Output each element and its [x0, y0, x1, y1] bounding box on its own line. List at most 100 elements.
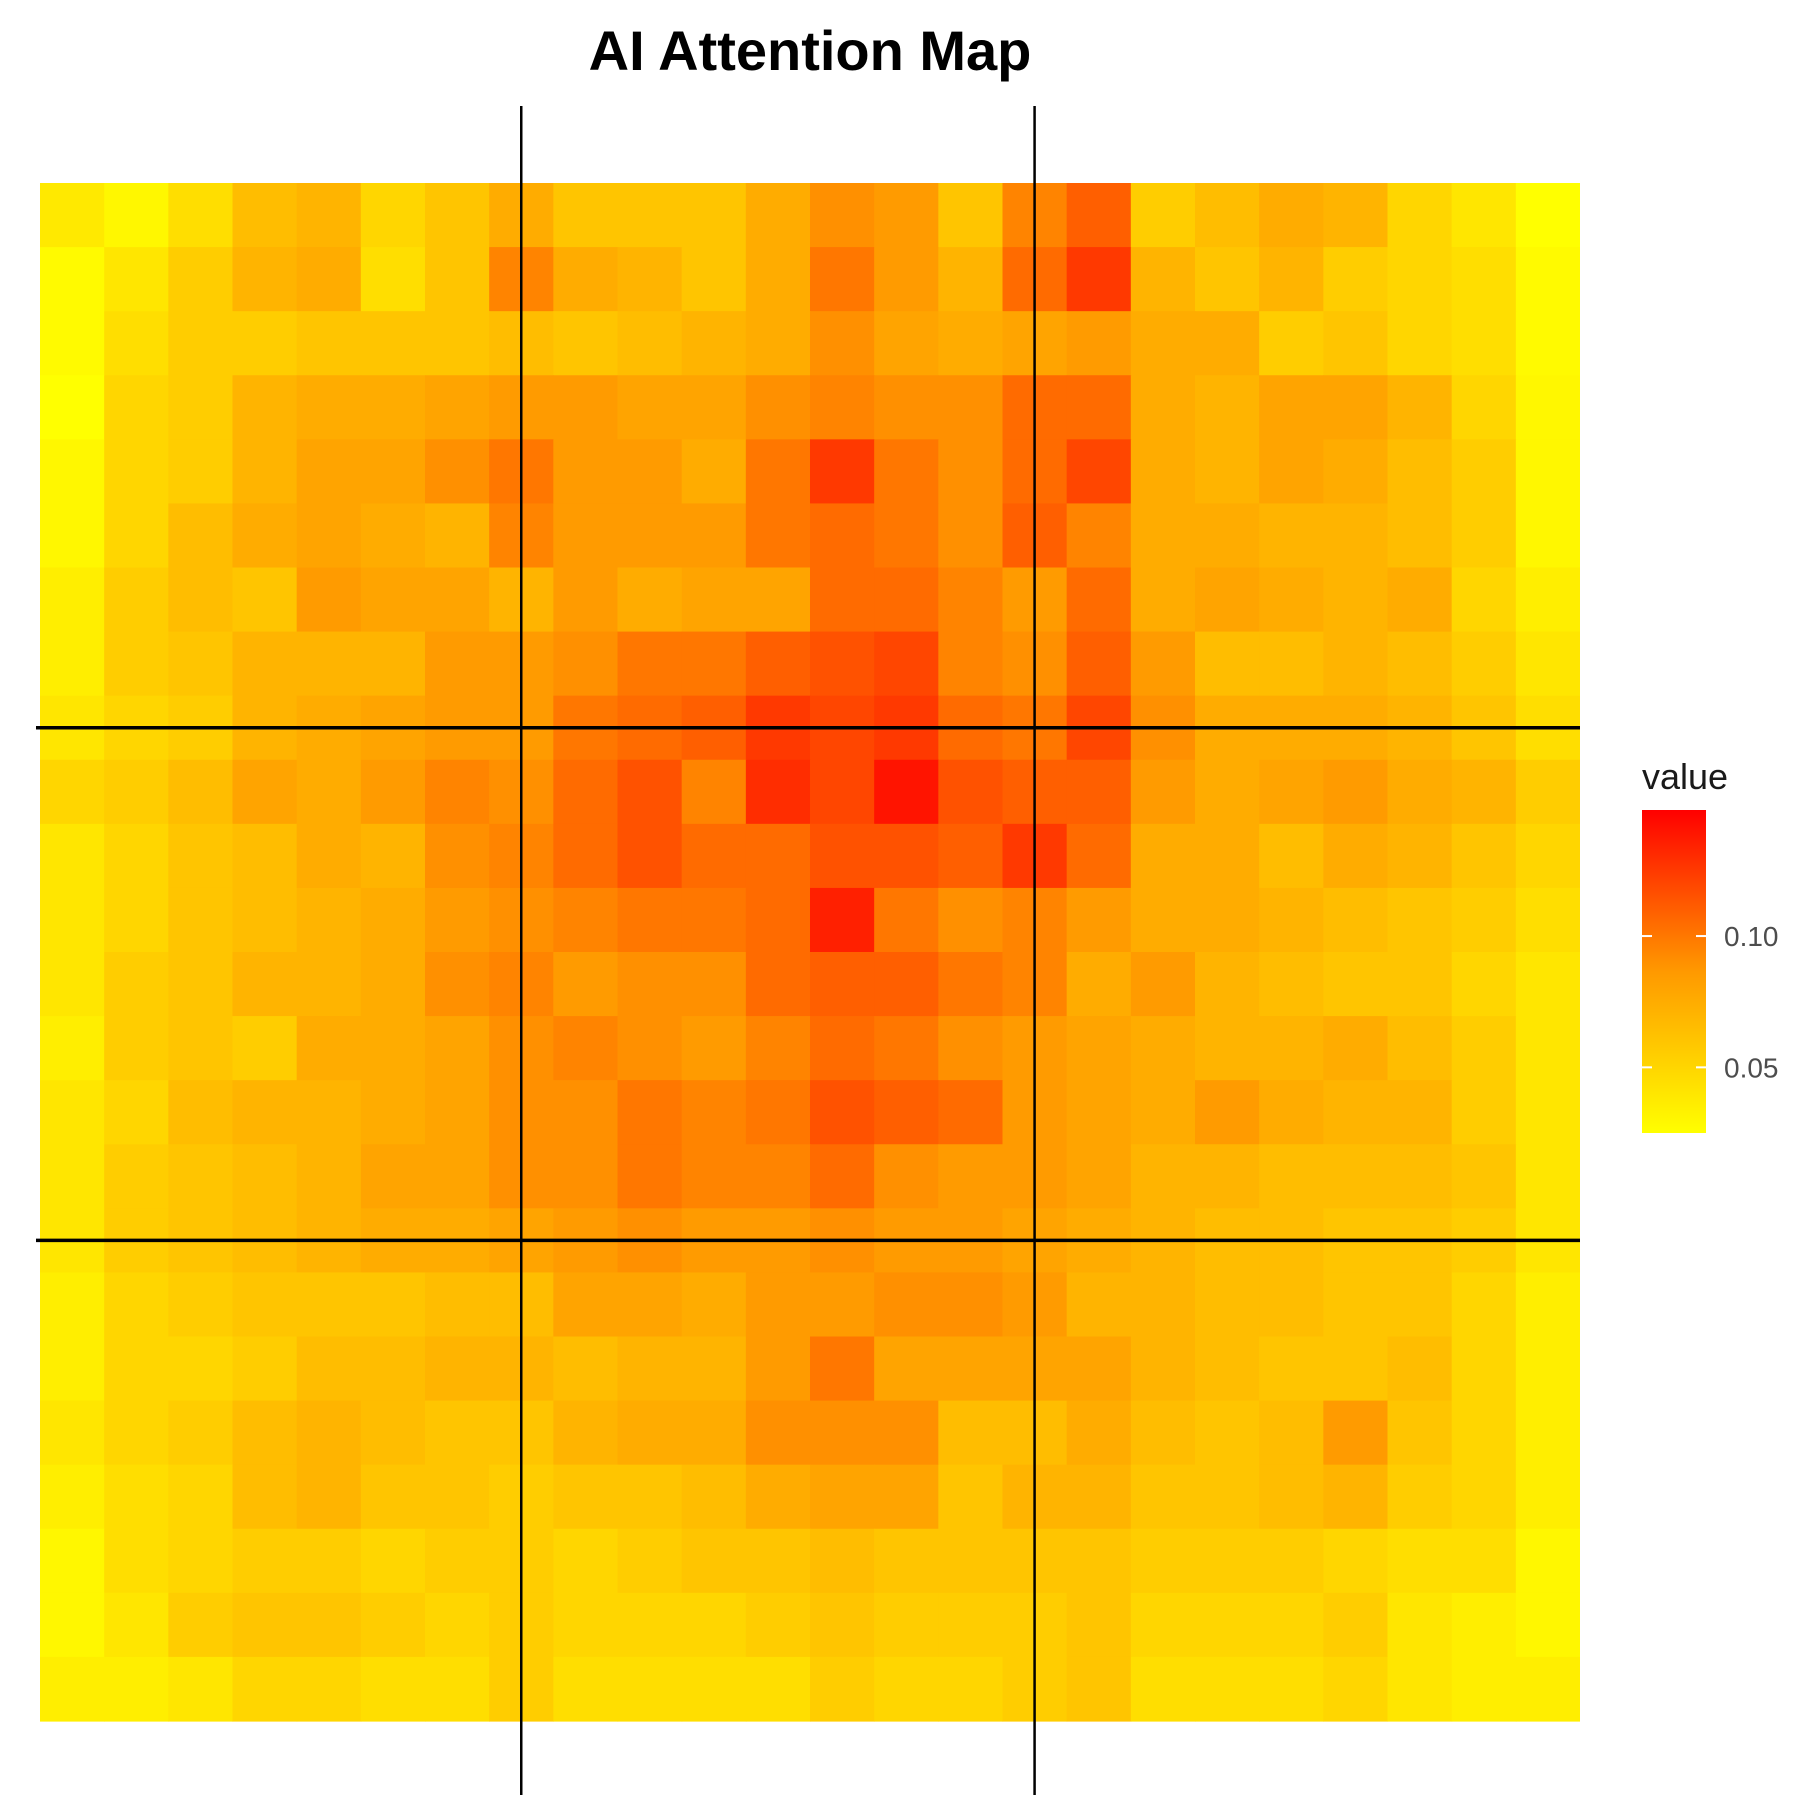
- heatmap-cell: [617, 503, 683, 569]
- heatmap-cell: [1515, 1272, 1580, 1338]
- heatmap-cell: [104, 1144, 169, 1209]
- heatmap-cell: [1451, 1592, 1517, 1658]
- heatmap-cell: [1259, 759, 1324, 825]
- heatmap-cell: [938, 1592, 1004, 1658]
- heatmap-cell: [1323, 759, 1389, 825]
- heatmap-cell: [168, 1080, 234, 1145]
- heatmap-cell: [360, 247, 426, 312]
- heatmap-cell: [681, 503, 747, 569]
- heatmap-cell: [553, 1528, 619, 1594]
- heatmap-cell: [810, 183, 875, 248]
- heatmap-cell: [360, 1272, 426, 1338]
- heatmap-cell: [1451, 1528, 1517, 1594]
- heatmap-cell: [938, 1656, 1004, 1722]
- heatmap-cell: [553, 887, 619, 953]
- heatmap-cell: [40, 823, 105, 889]
- heatmap-cell: [168, 503, 234, 569]
- heatmap-cell: [1323, 887, 1389, 953]
- heatmap-cell: [1515, 1336, 1580, 1402]
- heatmap-cell: [681, 1400, 747, 1466]
- heatmap-cell: [425, 823, 490, 889]
- heatmap-cell: [617, 439, 683, 505]
- heatmap-cell: [553, 183, 619, 248]
- heatmap-cell: [1195, 1080, 1260, 1145]
- heatmap-cell: [1259, 311, 1324, 376]
- heatmap-cell: [1195, 887, 1260, 953]
- heatmap-cell: [425, 1656, 490, 1722]
- heatmap-cell: [40, 1656, 105, 1722]
- heatmap-cell: [553, 1080, 619, 1145]
- heatmap-cell: [745, 631, 811, 697]
- heatmap-cell: [874, 1592, 939, 1658]
- heatmap-cell: [1130, 887, 1196, 953]
- heatmap-cell: [425, 759, 490, 825]
- heatmap-cell: [232, 1144, 298, 1209]
- heatmap-cell: [1515, 887, 1580, 953]
- heatmap-cell: [745, 1336, 811, 1402]
- heatmap-cell: [40, 887, 105, 953]
- heatmap-cell: [425, 311, 490, 376]
- heatmap-cell: [1259, 887, 1324, 953]
- heatmap-cell: [232, 759, 298, 825]
- heatmap-cell: [938, 1336, 1004, 1402]
- heatmap-cell: [1259, 1080, 1324, 1145]
- heatmap-cell: [617, 1400, 683, 1466]
- heatmap-cell: [617, 1080, 683, 1145]
- heatmap-cell: [1066, 1656, 1132, 1722]
- heatmap-cell: [810, 567, 875, 633]
- heatmap-cell: [1195, 952, 1260, 1017]
- heatmap-cell: [1195, 375, 1260, 440]
- heatmap-cell: [168, 1464, 234, 1530]
- heatmap-cell: [617, 1592, 683, 1658]
- heatmap-cell: [1130, 1336, 1196, 1402]
- heatmap-cell: [553, 1592, 619, 1658]
- heatmap-cell: [1195, 183, 1260, 248]
- heatmap-cell: [40, 631, 105, 697]
- heatmap-cell: [681, 247, 747, 312]
- heatmap-cell: [1515, 952, 1580, 1017]
- heatmap-cell: [874, 183, 939, 248]
- heatmap-cell: [1323, 1144, 1389, 1209]
- heatmap-cell: [1130, 247, 1196, 312]
- heatmap-cell: [1259, 952, 1324, 1017]
- heatmap-cell: [1130, 952, 1196, 1017]
- heatmap-cell: [1130, 503, 1196, 569]
- heatmap-cell: [810, 1464, 875, 1530]
- heatmap-cell: [360, 375, 426, 440]
- heatmap-cell: [40, 439, 105, 505]
- heatmap-cell: [553, 759, 619, 825]
- heatmap-cell: [425, 1400, 490, 1466]
- heatmap-cell: [874, 887, 939, 953]
- heatmap-cell: [1451, 1336, 1517, 1402]
- legend-title: value: [1642, 756, 1729, 797]
- heatmap-cell: [425, 1464, 490, 1530]
- heatmap-cell: [1195, 1016, 1260, 1081]
- heatmap-cell: [425, 247, 490, 312]
- heatmap-cell: [296, 183, 362, 248]
- heatmap-cell: [745, 759, 811, 825]
- heatmap-cell: [104, 311, 169, 376]
- heatmap-cell: [874, 1272, 939, 1338]
- heatmap-cell: [296, 247, 362, 312]
- heatmap-cell: [938, 183, 1004, 248]
- heatmap-cell: [874, 631, 939, 697]
- heatmap-cell: [874, 1016, 939, 1081]
- heatmap-cell: [1451, 887, 1517, 953]
- heatmap-cell: [1130, 439, 1196, 505]
- heatmap-cell: [874, 1144, 939, 1209]
- heatmap-cell: [1387, 823, 1453, 889]
- heatmap-cell: [874, 439, 939, 505]
- heatmap-cell: [681, 1592, 747, 1658]
- heatmap-cell: [1323, 952, 1389, 1017]
- heatmap-cell: [1195, 1144, 1260, 1209]
- heatmap-cell: [938, 503, 1004, 569]
- heatmap-cell: [874, 1336, 939, 1402]
- heatmap-cell: [810, 887, 875, 953]
- heatmap-cell: [1323, 1400, 1389, 1466]
- heatmap-cell: [810, 1592, 875, 1658]
- heatmap-cell: [232, 952, 298, 1017]
- heatmap-cell: [1066, 247, 1132, 312]
- heatmap-cell: [1387, 247, 1453, 312]
- heatmap-cell: [553, 1144, 619, 1209]
- heatmap-cell: [232, 1656, 298, 1722]
